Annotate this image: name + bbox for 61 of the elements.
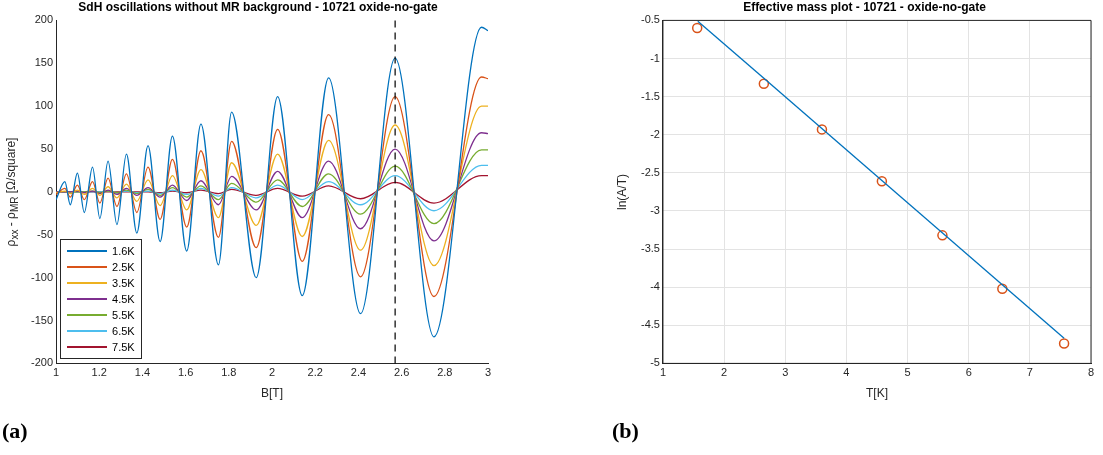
legend-label: 3.5K bbox=[112, 277, 135, 290]
x-tick-label: 5 bbox=[904, 366, 911, 379]
x-tick-label: 1.4 bbox=[134, 366, 151, 379]
x-tick-label: 1.2 bbox=[91, 366, 107, 379]
y-tick-label: -100 bbox=[30, 270, 54, 283]
x-tick-label: 8 bbox=[1087, 366, 1095, 379]
x-tick-label: 2 bbox=[268, 366, 276, 379]
text: (a) bbox=[2, 418, 28, 444]
y-axis-title: ln(A/T) bbox=[615, 173, 629, 210]
legend-label: 6.5K bbox=[112, 325, 135, 338]
legend-label: 1.6K bbox=[112, 245, 135, 258]
line-series bbox=[56, 132, 488, 242]
x-tick-label: 3 bbox=[782, 366, 789, 379]
legend-label: 2.5K bbox=[112, 261, 135, 274]
point bbox=[1058, 338, 1070, 349]
x-tick-label: 2.6 bbox=[393, 366, 410, 379]
point bbox=[816, 124, 828, 135]
point bbox=[876, 175, 888, 187]
y-tick-label: 150 bbox=[34, 56, 54, 69]
x-tick-label: 2 bbox=[721, 366, 728, 379]
point bbox=[997, 283, 1008, 294]
legend-label: 5.5K bbox=[112, 309, 135, 322]
x-axis-title: B[T] bbox=[261, 386, 284, 401]
chart-title: SdH oscillations without MR background - 10721 oxide-no-gate bbox=[78, 0, 439, 14]
point bbox=[937, 230, 948, 241]
y-tick-label: 200 bbox=[34, 13, 54, 26]
x-tick-label: 1.6 bbox=[177, 366, 194, 379]
x-tick-label: 1 bbox=[659, 366, 667, 379]
x-tick-label: 1.8 bbox=[221, 366, 237, 379]
x-tick-label: 2.4 bbox=[350, 366, 367, 379]
y-tick-label: -3.5 bbox=[640, 242, 660, 255]
legend-label: 4.5K bbox=[112, 293, 135, 306]
text: (b) bbox=[612, 418, 639, 444]
y-tick-label: -200 bbox=[30, 356, 54, 369]
x-tick-label: 1 bbox=[52, 366, 60, 379]
y-tick-label: -2.5 bbox=[640, 165, 660, 178]
line-series bbox=[56, 26, 488, 338]
x-tick-label: 3 bbox=[484, 366, 492, 379]
y-tick-label: -1.5 bbox=[640, 89, 660, 102]
y-tick-label: -50 bbox=[37, 227, 54, 240]
y-tick-label: -3 bbox=[650, 203, 660, 216]
x-axis-title: T[K] bbox=[865, 386, 888, 401]
x-tick-label: 4 bbox=[843, 366, 850, 379]
point bbox=[758, 78, 770, 89]
y-tick-label: -0.5 bbox=[640, 13, 660, 26]
legend-label: 7.5K bbox=[112, 341, 135, 354]
point bbox=[691, 22, 703, 34]
y-tick-label: 50 bbox=[40, 142, 54, 155]
y-tick-label: -5 bbox=[650, 356, 660, 369]
x-tick-label: 2.2 bbox=[307, 366, 323, 379]
chart-title: Effective mass plot - 10721 - oxide-no-gate bbox=[743, 0, 987, 14]
y-tick-label: 100 bbox=[34, 99, 54, 112]
x-tick-label: 7 bbox=[1026, 366, 1033, 379]
y-tick-label: 0 bbox=[46, 184, 54, 197]
y-tick-label: -2 bbox=[650, 127, 660, 140]
y-tick-label: -4.5 bbox=[640, 318, 660, 331]
y-tick-label: -150 bbox=[30, 313, 54, 326]
x-tick-label: 2.8 bbox=[437, 366, 453, 379]
x-tick-label: 6 bbox=[965, 366, 972, 379]
y-tick-label: -1 bbox=[650, 51, 660, 64]
y-tick-label: -4 bbox=[650, 280, 660, 293]
